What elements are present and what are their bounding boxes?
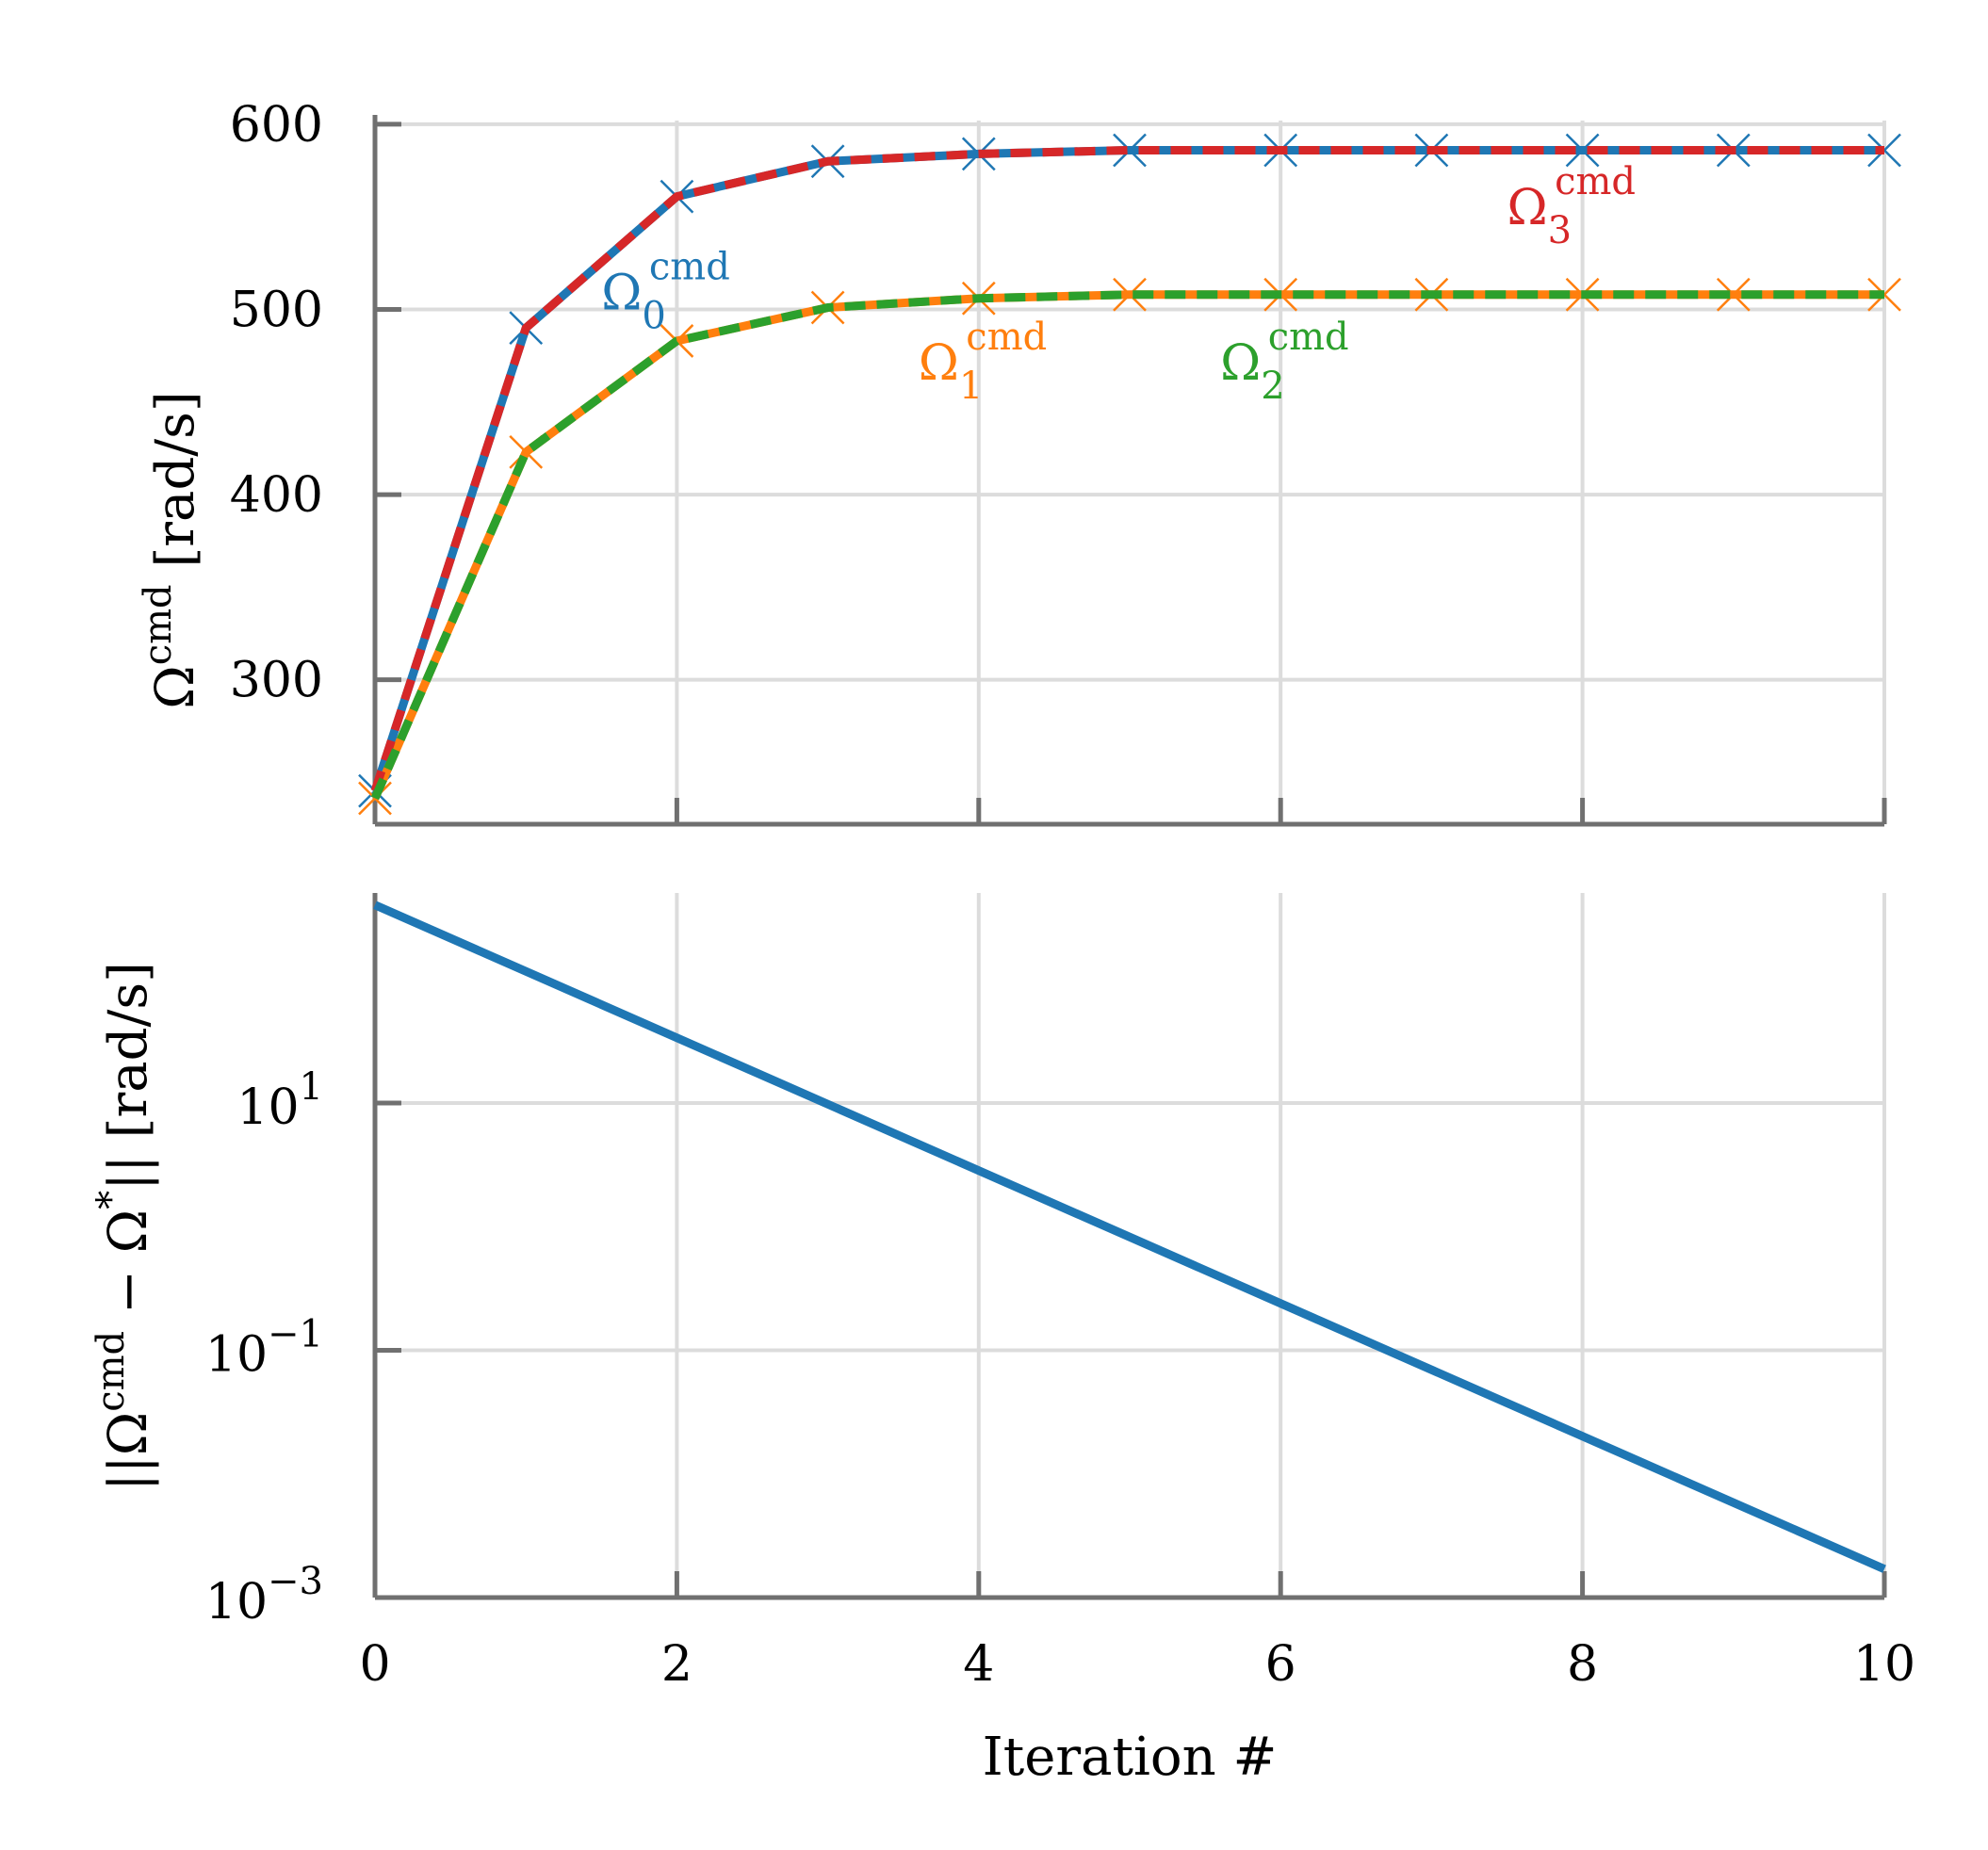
bottom-y-tick-base: 10 — [205, 1326, 268, 1383]
x-tick-label-10: 10 — [1853, 1636, 1915, 1693]
x-tick-label-6: 6 — [1265, 1636, 1296, 1693]
top-y-tick-label-300: 300 — [230, 653, 323, 709]
series-label-2-sub: 2 — [1261, 365, 1284, 408]
x-tick-label-0: 0 — [359, 1636, 390, 1693]
series-label-2-sup: cmd — [1268, 316, 1349, 359]
top-y-tick-label-600: 600 — [230, 97, 323, 154]
series-label-1-sub: 1 — [959, 365, 983, 408]
bottom-grid — [373, 893, 1886, 1599]
top-y-tick-label-500: 500 — [230, 283, 323, 339]
series-label-0-sup: cmd — [649, 246, 730, 289]
top-y-label-base: Ω — [145, 665, 206, 708]
bottom-y-tick-base: 10 — [205, 1574, 268, 1631]
series-2 — [370, 290, 1884, 801]
top-y-tick-label-400: 400 — [230, 467, 323, 524]
series-0 — [358, 133, 1901, 808]
series-label-0-sub: 0 — [642, 295, 665, 338]
top-y-label-unit: [rad/s] — [145, 391, 206, 584]
bottom-y-label-sup: cmd — [90, 1331, 133, 1412]
series-label-2-base: Ω — [1220, 335, 1261, 392]
bottom-y-tick-exp: −1 — [268, 1312, 323, 1355]
series-1-marker-9 — [1716, 277, 1751, 312]
top-grid — [373, 121, 1886, 824]
series-label-1: Ω1 cmd — [919, 316, 1048, 408]
series-3-line — [370, 145, 1884, 793]
series-label-3: Ω3 cmd — [1507, 160, 1637, 252]
bottom-y-tick-exp: −3 — [268, 1560, 323, 1603]
top-tick-labels: 300 400 500 600 — [230, 97, 323, 709]
x-tick-label-8: 8 — [1567, 1636, 1598, 1693]
bottom-axes — [372, 893, 1887, 1600]
bottom-y-tick-label-0.001: 10−3 — [205, 1560, 323, 1631]
x-tick-label-2: 2 — [661, 1636, 693, 1693]
bottom-y-label-star: * — [90, 1191, 133, 1209]
series-label-1-sup: cmd — [966, 316, 1047, 359]
series-label-3-sup: cmd — [1555, 160, 1636, 203]
bottom-y-label-base: Ω — [98, 1412, 159, 1455]
bottom-y-axis-label: ||Ωcmd − Ω*|| [rad/s] — [90, 962, 159, 1491]
top-axes — [372, 115, 1887, 827]
series-1-marker-5 — [1113, 277, 1147, 312]
bottom-y-label-close: || [rad/s] — [98, 962, 159, 1191]
series-3 — [370, 145, 1884, 793]
bottom-y-tick-base: 10 — [236, 1079, 299, 1136]
top-y-axis-label: Ωcmd [rad/s] — [137, 391, 206, 708]
series-label-0: Ω0 cmd — [601, 246, 730, 338]
series-label-1-base: Ω — [919, 335, 959, 392]
series-1-marker-0 — [358, 781, 392, 816]
series-label-0-base: Ω — [601, 266, 642, 322]
bottom-y-label-open: || — [98, 1455, 159, 1491]
bottom-y-label-mid: − Ω — [98, 1209, 159, 1331]
series-1-line — [370, 290, 1884, 801]
top-series — [358, 133, 1901, 816]
series-2-line — [370, 290, 1884, 801]
series-1 — [358, 277, 1901, 816]
bottom-y-tick-label-10: 101 — [236, 1065, 323, 1136]
top-y-label-sup: cmd — [137, 584, 180, 665]
x-axis-label: Iteration # — [983, 1727, 1278, 1788]
series-label-2: Ω2 cmd — [1220, 316, 1349, 408]
series-0-marker-5 — [1113, 133, 1147, 168]
bottom-y-tick-label-0.1: 10−1 — [205, 1312, 323, 1383]
x-tick-label-4: 4 — [963, 1636, 994, 1693]
bottom-series — [373, 901, 1886, 1573]
series-label-3-sub: 3 — [1548, 209, 1572, 252]
series-label-3-base: Ω — [1507, 180, 1548, 236]
bottom-y-tick-exp: 1 — [300, 1065, 323, 1109]
series-0-line — [370, 145, 1884, 793]
error-line — [373, 901, 1886, 1573]
series-0-marker-8 — [1565, 133, 1600, 168]
